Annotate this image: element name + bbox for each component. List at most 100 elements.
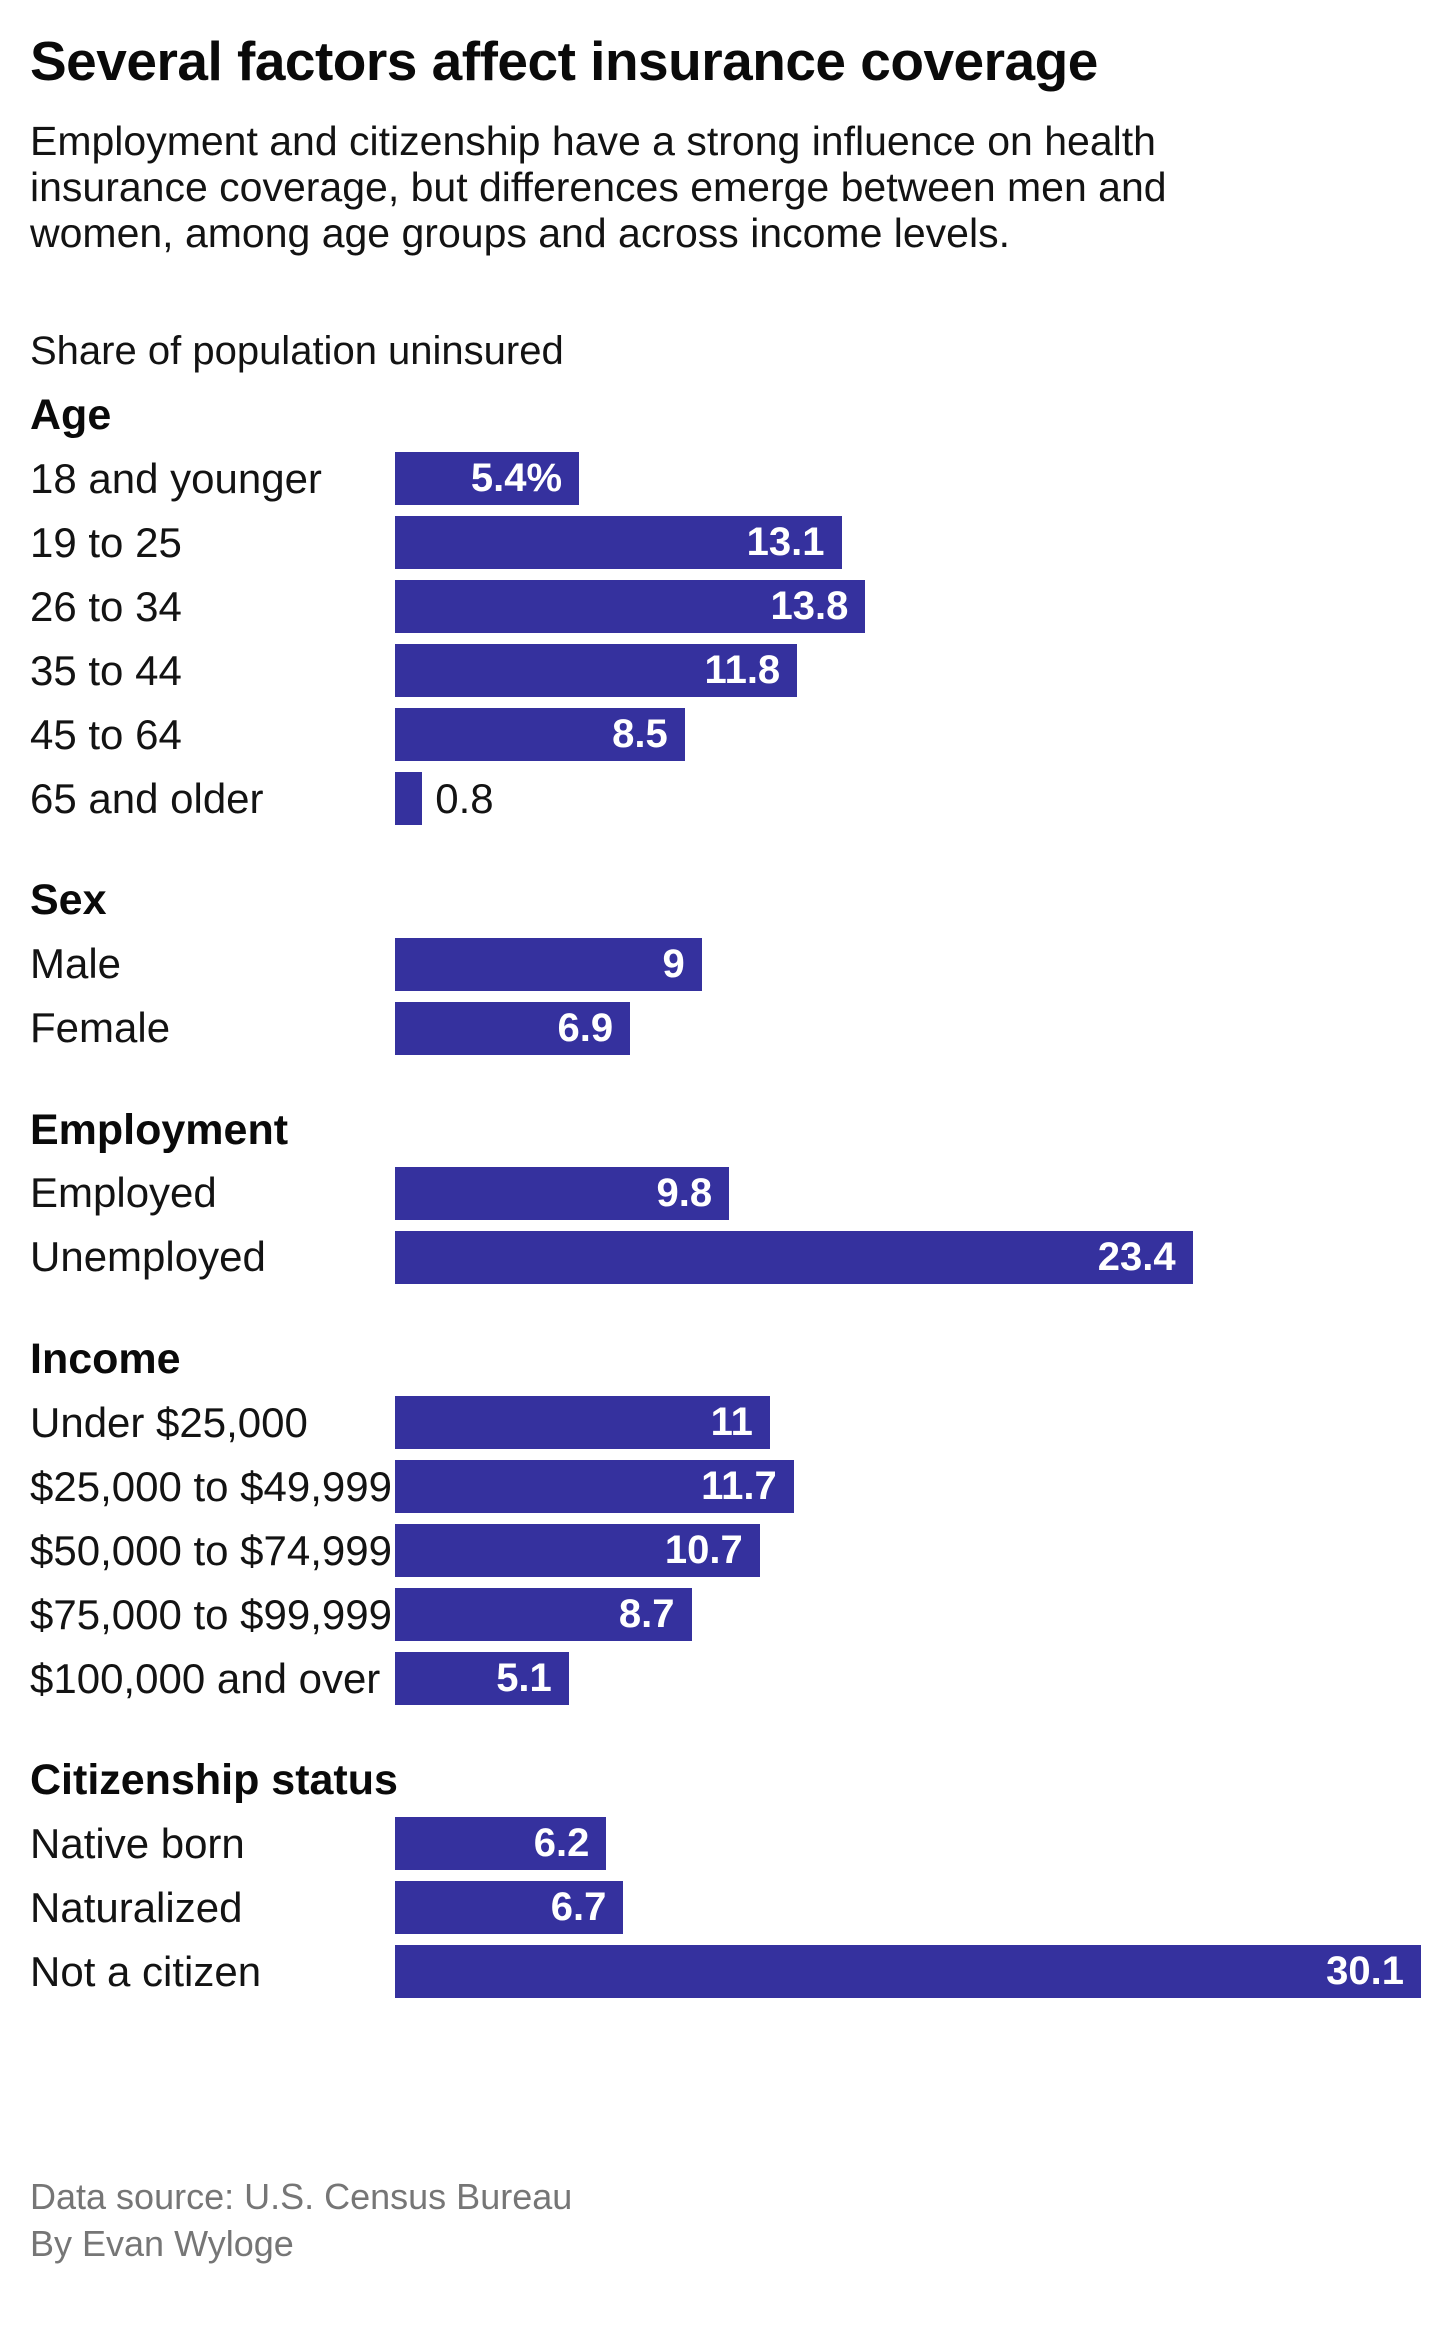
bar-row: 19 to 25 13.1 — [30, 516, 1421, 570]
bar-track: 5.1 — [395, 1652, 1421, 1706]
bar-track: 13.1 — [395, 516, 1421, 570]
section-header: Age — [30, 390, 112, 439]
bar-track: 23.4 — [395, 1230, 1421, 1284]
bar: 30.1 — [395, 1945, 1421, 1999]
category-label: $50,000 to $74,999 — [30, 1526, 393, 1574]
bar-row: 35 to 44 11.8 — [30, 644, 1421, 698]
value-label-inside: 11.7 — [701, 1464, 777, 1509]
byline: By Evan Wyloge — [30, 2223, 294, 2265]
bar-row: Not a citizen 30.1 — [30, 1945, 1421, 1999]
bar: 6.2 — [395, 1817, 607, 1871]
bar-track: 11.8 — [395, 644, 1421, 698]
category-label: Native born — [30, 1819, 245, 1867]
value-label-outside: 0.8 — [435, 774, 494, 822]
data-source-note: Data source: U.S. Census Bureau — [30, 2176, 573, 2218]
bar: 8.7 — [395, 1588, 692, 1642]
chart-subtitle: Employment and citizenship have a strong… — [30, 118, 1167, 257]
value-label-inside: 9 — [662, 941, 685, 986]
bar-row: $50,000 to $74,999 10.7 — [30, 1524, 1421, 1578]
bar-row: $75,000 to $99,999 8.7 — [30, 1588, 1421, 1642]
category-label: Not a citizen — [30, 1947, 262, 1995]
category-label: Employed — [30, 1169, 217, 1217]
bar-row: Employed 9.8 — [30, 1166, 1421, 1220]
bar-row: Unemployed 23.4 — [30, 1230, 1421, 1284]
chart-footer: Data source: U.S. Census Bureau By Evan … — [30, 2174, 1421, 2268]
category-label: Male — [30, 940, 122, 988]
bar-track: 8.5 — [395, 708, 1421, 762]
bar: 11.7 — [395, 1460, 794, 1514]
bar-row: Naturalized 6.7 — [30, 1881, 1421, 1935]
bar-track: 30.1 — [395, 1945, 1421, 1999]
bar-track: 6.7 — [395, 1881, 1421, 1935]
section-rows: Under $25,000 11 $25,000 to $49,999 11.7… — [30, 1396, 1421, 1706]
category-label: Naturalized — [30, 1883, 243, 1931]
category-label: 19 to 25 — [30, 518, 182, 566]
value-label-inside: 11 — [710, 1400, 753, 1445]
section-header: Sex — [30, 876, 107, 925]
chart-section: Sex Male 9 Female 6.9 — [30, 876, 1421, 1055]
bar: 11.8 — [395, 644, 798, 698]
section-rows: Male 9 Female 6.9 — [30, 937, 1421, 1055]
bar-row: $100,000 and over 5.1 — [30, 1652, 1421, 1706]
value-label-inside: 6.2 — [533, 1821, 590, 1866]
bar-track: 5.4% — [395, 452, 1421, 506]
category-label: $25,000 to $49,999 — [30, 1462, 393, 1510]
bar-row: Male 9 — [30, 937, 1421, 991]
value-label-inside: 5.1 — [496, 1656, 552, 1701]
category-label: $75,000 to $99,999 — [30, 1590, 393, 1638]
value-label-inside: 6.7 — [550, 1885, 607, 1930]
category-label: 65 and older — [30, 774, 264, 822]
category-label: Unemployed — [30, 1233, 266, 1281]
value-label-inside: 11.8 — [704, 648, 781, 693]
category-label: Female — [30, 1004, 171, 1052]
chart-title: Several factors affect insurance coverag… — [30, 30, 1098, 92]
bar — [395, 772, 423, 826]
bar-track: 9 — [395, 937, 1421, 991]
bar-track: 0.8 — [395, 772, 1421, 826]
value-label-inside: 30.1 — [1326, 1949, 1404, 1994]
bar: 10.7 — [395, 1524, 760, 1578]
bar-row: 45 to 64 8.5 — [30, 708, 1421, 762]
value-label-inside: 6.9 — [557, 1005, 614, 1050]
section-rows: 18 and younger 5.4% 19 to 25 13.1 26 to … — [30, 452, 1421, 826]
category-label: Under $25,000 — [30, 1398, 308, 1446]
bar-track: 6.9 — [395, 1001, 1421, 1055]
bar-chart: Age 18 and younger 5.4% 19 to 25 13.1 26… — [30, 390, 1421, 1999]
value-label-inside: 9.8 — [656, 1170, 713, 1215]
bar-track: 8.7 — [395, 1588, 1421, 1642]
chart-section: Age 18 and younger 5.4% 19 to 25 13.1 26… — [30, 390, 1421, 826]
chart-section: Citizenship status Native born 6.2 Natur… — [30, 1756, 1421, 1999]
bar-row: 65 and older 0.8 — [30, 772, 1421, 826]
bar-track: 9.8 — [395, 1166, 1421, 1220]
bar: 6.7 — [395, 1881, 624, 1935]
category-label: 45 to 64 — [30, 710, 182, 758]
bar-track: 11 — [395, 1396, 1421, 1450]
bar-track: 6.2 — [395, 1817, 1421, 1871]
bar-row: $25,000 to $49,999 11.7 — [30, 1460, 1421, 1514]
bar-row: Under $25,000 11 — [30, 1396, 1421, 1450]
bar-row: Female 6.9 — [30, 1001, 1421, 1055]
bar: 11 — [395, 1396, 770, 1450]
category-label: $100,000 and over — [30, 1654, 381, 1702]
category-label: 18 and younger — [30, 454, 322, 502]
bar-track: 11.7 — [395, 1460, 1421, 1514]
bar-row: 26 to 34 13.8 — [30, 580, 1421, 634]
bar: 9.8 — [395, 1166, 730, 1220]
category-label: 26 to 34 — [30, 582, 182, 630]
bar: 13.8 — [395, 580, 866, 634]
value-label-inside: 8.7 — [618, 1592, 675, 1637]
value-label-inside: 23.4 — [1097, 1234, 1176, 1279]
chart-section: Employment Employed 9.8 Unemployed 23.4 — [30, 1106, 1421, 1284]
value-label-inside: 13.8 — [770, 584, 849, 629]
category-label: 35 to 44 — [30, 646, 182, 694]
value-label-inside: 13.1 — [746, 520, 825, 565]
bar: 6.9 — [395, 1001, 631, 1055]
bar: 13.1 — [395, 516, 842, 570]
chart-kicker: Share of population uninsured — [30, 328, 564, 373]
bar: 5.4% — [395, 452, 580, 506]
value-label-inside: 8.5 — [612, 712, 668, 757]
value-label-inside: 5.4% — [470, 456, 563, 501]
chart-section: Income Under $25,000 11 $25,000 to $49,9… — [30, 1335, 1421, 1706]
bar: 23.4 — [395, 1230, 1193, 1284]
